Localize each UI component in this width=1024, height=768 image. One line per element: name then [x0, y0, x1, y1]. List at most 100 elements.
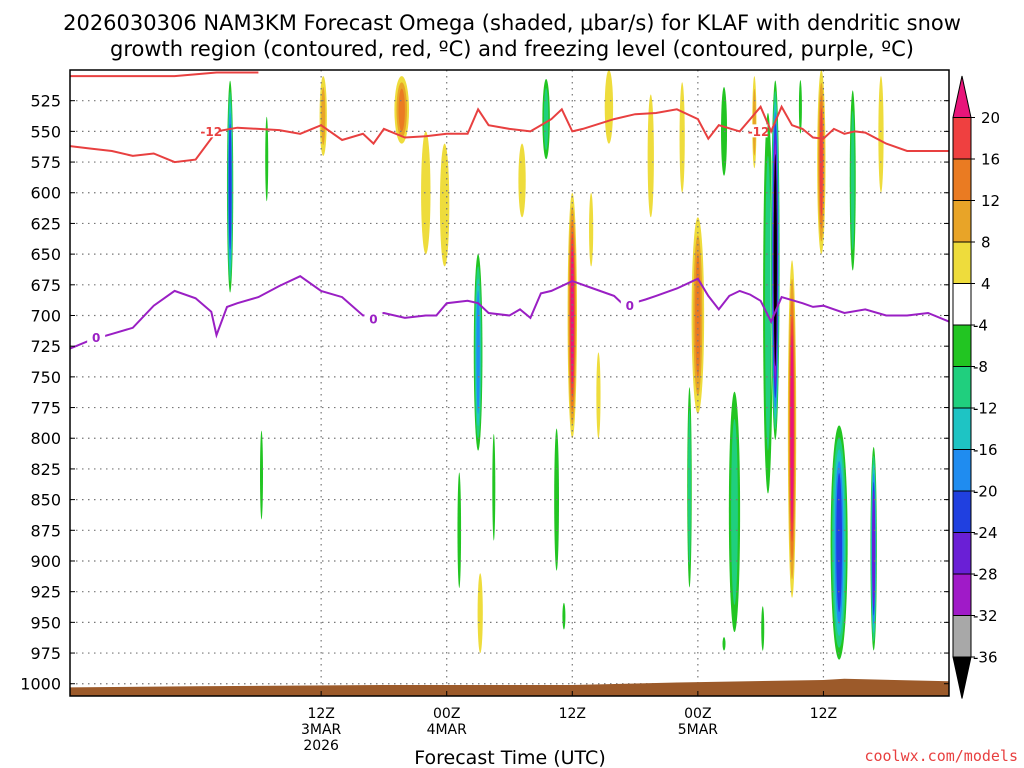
y-tick-label: 925	[30, 583, 61, 602]
omega-band	[492, 434, 496, 541]
omega-feature-6	[439, 143, 450, 267]
omega-band	[543, 88, 549, 151]
omega-feature-23	[752, 76, 757, 169]
colorbar-swatch	[952, 158, 972, 201]
x-tick-label: 3MAR	[301, 722, 342, 738]
omega-feature-22	[726, 364, 743, 660]
omega-feature-30	[848, 70, 857, 291]
omega-band	[695, 253, 701, 378]
contour-line-1	[70, 275, 949, 350]
omega-band	[850, 110, 855, 251]
omega-feature-26	[787, 260, 797, 598]
omega-band	[687, 409, 691, 565]
omega-band	[259, 430, 263, 520]
y-tick-label: 825	[30, 460, 61, 479]
omega-feature-25	[770, 70, 781, 451]
omega-band	[457, 472, 462, 589]
colorbar-label: 16	[981, 151, 1000, 169]
colorbar-label: -8	[973, 358, 988, 376]
omega-band	[398, 88, 405, 132]
omega-band	[228, 123, 232, 250]
colorbar-swatch	[952, 366, 972, 409]
omega-feature-18	[679, 82, 685, 193]
omega-feature-35	[589, 192, 594, 267]
omega-shading	[226, 70, 884, 672]
y-tick-label: 975	[30, 644, 61, 663]
colorbar-label: -20	[973, 483, 998, 501]
x-tick-label: 5MAR	[678, 722, 719, 738]
omega-band	[798, 80, 802, 134]
omega-feature-7	[472, 241, 484, 463]
y-axis: 525 550 575 600 625 650 675 700 725 750 775 800 825 8…	[20, 92, 949, 694]
omega-feature-8	[456, 450, 463, 611]
omega-feature-4	[394, 76, 410, 144]
colorbar-label: -28	[973, 566, 998, 584]
colorbar-label: 8	[981, 234, 991, 252]
omega-band	[589, 192, 594, 267]
colorbar-label: -4	[973, 317, 988, 335]
contour-label-bg	[364, 312, 383, 326]
y-tick-label: 675	[30, 276, 61, 295]
omega-band	[836, 473, 843, 613]
omega-feature-10	[477, 573, 483, 654]
contour-label: -12	[200, 125, 222, 139]
colorbar-label: -16	[973, 441, 998, 459]
contour-line-0	[70, 104, 949, 164]
colorbar-label: 20	[981, 109, 1000, 127]
omega-band	[647, 94, 654, 218]
x-axis-label: Forecast Time (UTC)	[414, 747, 605, 768]
omega-band	[439, 143, 450, 267]
contour-label-bg	[620, 298, 639, 312]
omega-band	[790, 334, 794, 524]
x-tick-label: 2026	[303, 738, 339, 754]
omega-feature-2	[264, 100, 270, 218]
omega-band	[476, 290, 480, 414]
contour-line-top-0	[70, 71, 259, 78]
colorbar-swatch	[952, 75, 972, 118]
colorbar-swatch	[952, 656, 972, 699]
omega-feature-3	[259, 413, 264, 537]
y-tick-label: 625	[30, 214, 61, 233]
colorbar-label: 4	[981, 275, 991, 293]
omega-feature-29	[829, 413, 850, 672]
omega-feature-13	[567, 192, 577, 439]
plot-area	[70, 70, 949, 696]
x-tick-label: 00Z	[433, 706, 460, 722]
omega-band	[265, 116, 269, 202]
omega-feature-9	[491, 413, 497, 561]
omega-feature-17	[647, 94, 654, 218]
y-tick-label: 525	[30, 92, 61, 111]
omega-feature-15	[596, 352, 601, 439]
omega-feature-36	[760, 597, 766, 660]
omega-feature-33	[561, 597, 567, 635]
x-tick-label: 12Z	[810, 706, 837, 722]
grid-lines	[70, 70, 949, 696]
omega-band	[722, 637, 726, 651]
omega-band	[596, 352, 601, 439]
omega-band	[773, 164, 777, 356]
omega-band	[518, 143, 526, 218]
contour-label-bg	[87, 330, 106, 344]
y-tick-label: 550	[30, 122, 61, 141]
contour-label-bg	[202, 124, 221, 138]
colorbar-swatch	[952, 407, 972, 450]
y-tick-label: 600	[30, 184, 61, 203]
colorbar-swatch	[952, 241, 972, 284]
contour-label: 0	[626, 299, 634, 313]
omega-feature-1	[319, 76, 327, 156]
omega-feature-0	[226, 70, 234, 304]
y-tick-label: 800	[30, 429, 61, 448]
y-tick-label: 725	[30, 337, 61, 356]
omega-band	[421, 131, 431, 255]
contour-label-bg	[749, 124, 768, 138]
colorbar-swatch	[952, 324, 972, 367]
y-tick-label: 700	[30, 306, 61, 325]
omega-feature-27	[797, 70, 804, 144]
colorbar-label: -32	[973, 607, 998, 625]
omega-band	[752, 88, 756, 156]
omega-band	[878, 76, 884, 193]
x-tick-label: 12Z	[307, 706, 334, 722]
colorbar-swatch	[952, 615, 972, 658]
y-tick-label: 750	[30, 368, 61, 387]
